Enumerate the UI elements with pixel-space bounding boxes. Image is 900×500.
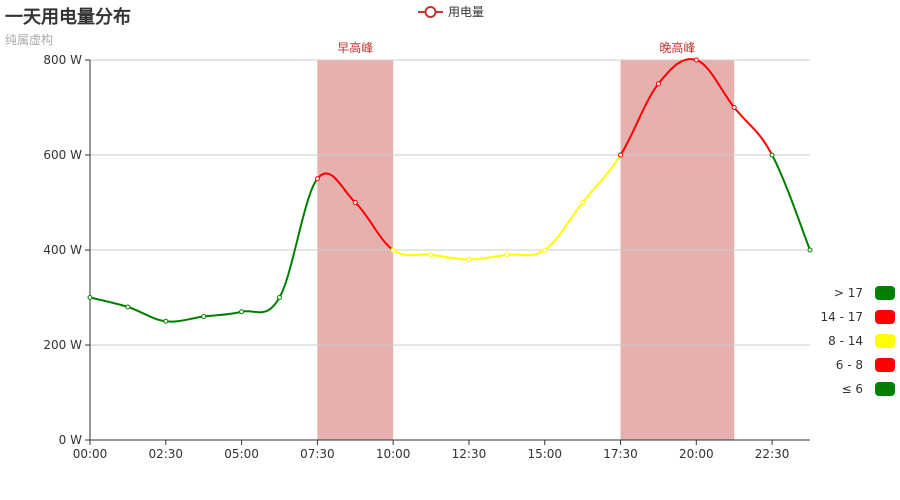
data-point[interactable] <box>314 176 320 182</box>
data-point[interactable] <box>655 81 661 87</box>
y-tick-label: 800 W <box>43 53 82 67</box>
x-tick-label: 22:30 <box>755 447 790 461</box>
data-point[interactable] <box>731 105 737 110</box>
data-point[interactable] <box>693 57 699 63</box>
visual-map-item[interactable]: 6 - 8 <box>821 355 895 375</box>
x-tick-label: 15:00 <box>527 447 562 461</box>
mark-area-label-0: 早高峰 <box>337 40 373 55</box>
legend-series-icon <box>418 5 443 18</box>
x-tick-label: 05:00 <box>224 447 259 461</box>
visual-map-item[interactable]: > 17 <box>821 283 895 303</box>
series-line-segment <box>89 296 129 308</box>
series-line-segment <box>316 172 356 204</box>
chart-subtitle: 纯属虚构 <box>5 33 54 47</box>
series-line-segment <box>506 249 546 257</box>
data-point[interactable] <box>239 309 245 315</box>
visual-map-swatch <box>875 286 895 300</box>
series-line-segment <box>278 178 319 298</box>
visual-map-swatch <box>875 334 895 348</box>
series-line-segment <box>581 154 622 204</box>
data-point[interactable] <box>807 247 813 253</box>
series-line-segment <box>430 253 469 261</box>
visual-map-swatch <box>875 382 895 396</box>
x-tick-label: 12:30 <box>452 447 487 461</box>
x-tick-label: 00:00 <box>73 447 108 461</box>
y-tick-label: 600 W <box>43 148 82 162</box>
data-point[interactable] <box>466 257 472 262</box>
x-tick-label: 07:30 <box>300 447 335 461</box>
x-tick-label: 10:00 <box>376 447 411 461</box>
data-point[interactable] <box>201 314 207 319</box>
data-point[interactable] <box>769 152 775 158</box>
data-point[interactable] <box>428 252 434 258</box>
series-line-segment <box>354 201 394 251</box>
chart-title: 一天用电量分布 <box>5 7 131 28</box>
visual-map-legend[interactable]: > 17 14 - 17 8 - 14 6 - 8 ≤ 6 <box>820 283 895 399</box>
data-point[interactable] <box>504 252 510 258</box>
visual-map-item-label: > 17 <box>833 286 863 300</box>
series-line-segment <box>544 201 584 251</box>
series-line-segment <box>392 249 432 257</box>
series-line-segment <box>127 306 166 323</box>
series-line-segment <box>657 58 697 85</box>
data-point[interactable] <box>163 318 169 324</box>
visual-map-item[interactable]: ≤ 6 <box>821 379 895 399</box>
visual-map-item-label: 8 - 14 <box>828 334 863 348</box>
series-line <box>89 58 811 323</box>
data-point[interactable] <box>580 200 586 205</box>
data-point[interactable] <box>618 152 624 158</box>
y-tick-label: 0 W <box>59 433 82 447</box>
series-line-segment <box>241 297 281 314</box>
visual-map-item[interactable]: 8 - 14 <box>821 331 895 351</box>
data-point[interactable] <box>87 295 93 300</box>
visual-map-item[interactable]: 14 - 17 <box>820 307 895 327</box>
y-tick-label: 400 W <box>43 243 82 257</box>
visual-map-swatch <box>875 358 895 372</box>
y-tick-label: 200 W <box>43 338 82 352</box>
data-point[interactable] <box>352 200 358 205</box>
legend[interactable]: 用电量 <box>418 3 484 20</box>
mark-area-label-1: 晚高峰 <box>659 40 695 55</box>
series-line-segment <box>695 59 735 109</box>
visual-map-item-label: 14 - 17 <box>820 310 864 324</box>
series-line-segment <box>468 253 507 261</box>
visual-map-item-label: ≤ 6 <box>841 382 863 396</box>
x-tick-label: 20:00 <box>679 447 714 461</box>
visual-map-item-label: 6 - 8 <box>835 358 863 372</box>
series-line-segment <box>771 154 811 251</box>
x-tick-label: 02:30 <box>148 447 183 461</box>
data-point[interactable] <box>542 247 548 253</box>
series-line-segment <box>619 83 660 156</box>
series-line-segment <box>733 106 773 156</box>
data-point[interactable] <box>390 247 396 253</box>
data-point[interactable] <box>276 295 282 300</box>
legend-series-label: 用电量 <box>448 5 485 19</box>
visual-map-swatch <box>875 310 895 324</box>
data-point[interactable] <box>125 304 131 310</box>
series-line-segment <box>165 315 204 323</box>
series-line-segment <box>203 310 242 318</box>
x-tick-label: 17:30 <box>603 447 638 461</box>
